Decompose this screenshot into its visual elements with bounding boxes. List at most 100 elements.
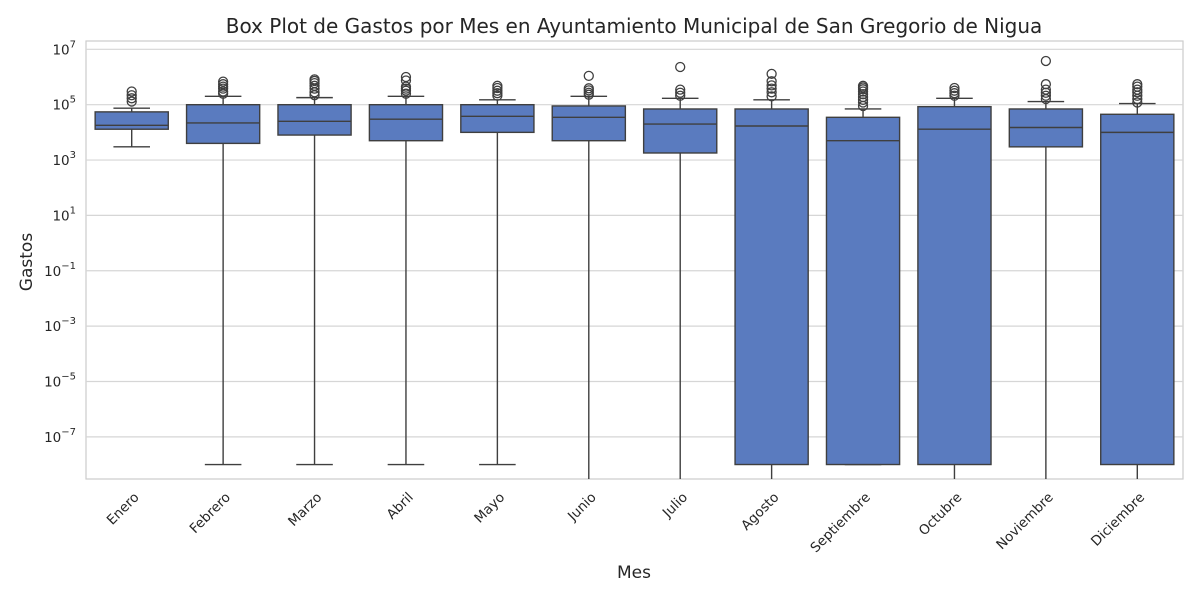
outlier-point <box>1132 87 1143 98</box>
y-tick-exponent: −7 <box>61 427 76 438</box>
outlier-point <box>400 71 412 83</box>
outlier-point <box>126 93 137 104</box>
outlier-point <box>400 88 412 99</box>
x-tick-label: Octubre <box>916 490 966 540</box>
y-tick-label: 10−7 <box>44 427 76 446</box>
box-enero <box>94 86 169 148</box>
outlier-point <box>949 85 960 96</box>
outlier-point <box>675 84 686 95</box>
x-tick-label: Julio <box>659 490 691 522</box>
chart-title: Box Plot de Gastos por Mes en Ayuntamien… <box>226 14 1043 38</box>
outlier-point <box>766 83 777 94</box>
y-tick-exponent: −5 <box>61 371 76 382</box>
box-iqr <box>460 103 535 134</box>
y-tick-label: 105 <box>52 95 76 114</box>
y-tick-exponent: 1 <box>70 205 76 216</box>
outlier-point <box>1040 90 1052 101</box>
outlier-point <box>309 74 320 85</box>
x-tick-label: Septiembre <box>807 490 874 557</box>
y-tick-exponent: 3 <box>70 150 76 161</box>
outlier-point <box>126 90 137 101</box>
box-iqr <box>642 108 718 154</box>
box-iqr <box>1100 113 1175 466</box>
x-axis-label: Mes <box>617 563 651 583</box>
outlier-point <box>766 91 777 102</box>
outlier-point <box>400 75 412 86</box>
boxes <box>94 55 1175 479</box>
y-tick-base: 10 <box>44 264 61 280</box>
box-iqr <box>917 105 992 466</box>
grid-lines <box>86 48 1183 438</box>
outlier-point <box>1132 97 1143 108</box>
outlier-point <box>675 61 686 73</box>
outlier-point <box>766 68 777 80</box>
box-diciembre <box>1100 79 1175 479</box>
y-tick-label: 107 <box>52 39 76 58</box>
y-tick-exponent: −1 <box>61 261 76 272</box>
outlier-point <box>217 86 229 97</box>
x-tick-label: Marzo <box>285 490 325 530</box>
box-mayo <box>460 80 535 466</box>
box-septiembre <box>825 80 901 466</box>
x-tick-label: Noviembre <box>993 490 1056 553</box>
outlier-point <box>492 80 503 91</box>
y-tick-label: 10−5 <box>44 371 76 390</box>
x-tick-label: Junio <box>564 490 599 525</box>
outlier-point <box>217 76 229 87</box>
outlier-point <box>126 86 137 97</box>
plot-area-frame <box>85 40 1184 480</box>
box-octubre <box>917 82 992 479</box>
outlier-point <box>857 94 869 105</box>
outlier-point <box>949 90 960 101</box>
y-tick-base: 10 <box>44 319 61 335</box>
x-tick-label: Enero <box>104 490 143 529</box>
box-iqr <box>825 116 901 466</box>
box-iqr <box>185 103 261 145</box>
outlier-point <box>1040 55 1052 67</box>
outlier-point <box>675 87 686 98</box>
outlier-point <box>675 90 686 101</box>
y-tick-exponent: −3 <box>61 316 76 327</box>
y-axis-label: Gastos <box>17 233 37 292</box>
outlier-point <box>766 87 777 98</box>
box-iqr <box>368 103 444 142</box>
outlier-point <box>766 80 777 91</box>
outlier-point <box>1040 79 1052 90</box>
outlier-point <box>949 82 960 94</box>
outlier-point <box>583 70 594 82</box>
x-tick-label: Abril <box>384 490 417 523</box>
y-tick-base: 10 <box>52 98 69 114</box>
y-tick-exponent: 5 <box>70 95 76 106</box>
y-tick-base: 10 <box>52 42 69 58</box>
y-tick-base: 10 <box>52 208 69 224</box>
box-noviembre <box>1008 55 1084 479</box>
box-junio <box>551 70 627 479</box>
outlier-point <box>857 89 869 100</box>
outlier-point <box>583 83 594 94</box>
box-julio <box>642 61 718 479</box>
outlier-point <box>1040 84 1052 95</box>
box-marzo <box>277 74 352 466</box>
outlier-point <box>492 90 503 101</box>
box-iqr <box>277 103 352 136</box>
y-tick-label: 103 <box>52 150 76 169</box>
x-tick-label: Febrero <box>187 490 234 537</box>
outlier-point <box>857 80 869 91</box>
x-tick-label: Agosto <box>738 490 782 534</box>
y-tick-label: 101 <box>52 205 76 224</box>
y-tick-base: 10 <box>44 374 61 390</box>
outlier-point <box>1132 79 1143 90</box>
outlier-point <box>217 79 229 90</box>
box-abril <box>368 71 444 466</box>
y-tick-label: 10−1 <box>44 261 76 280</box>
box-febrero <box>185 76 261 466</box>
y-tick-label: 10−3 <box>44 316 76 335</box>
x-tick-labels: Enero Febrero Marzo Abril Mayo Junio Julio Agos… <box>104 490 1148 557</box>
y-tick-base: 10 <box>44 430 61 446</box>
outlier-point <box>766 76 777 87</box>
x-tick-label: Diciembre <box>1088 490 1148 550</box>
box-iqr <box>551 105 627 142</box>
outlier-point <box>857 97 869 108</box>
outlier-point <box>309 80 320 91</box>
